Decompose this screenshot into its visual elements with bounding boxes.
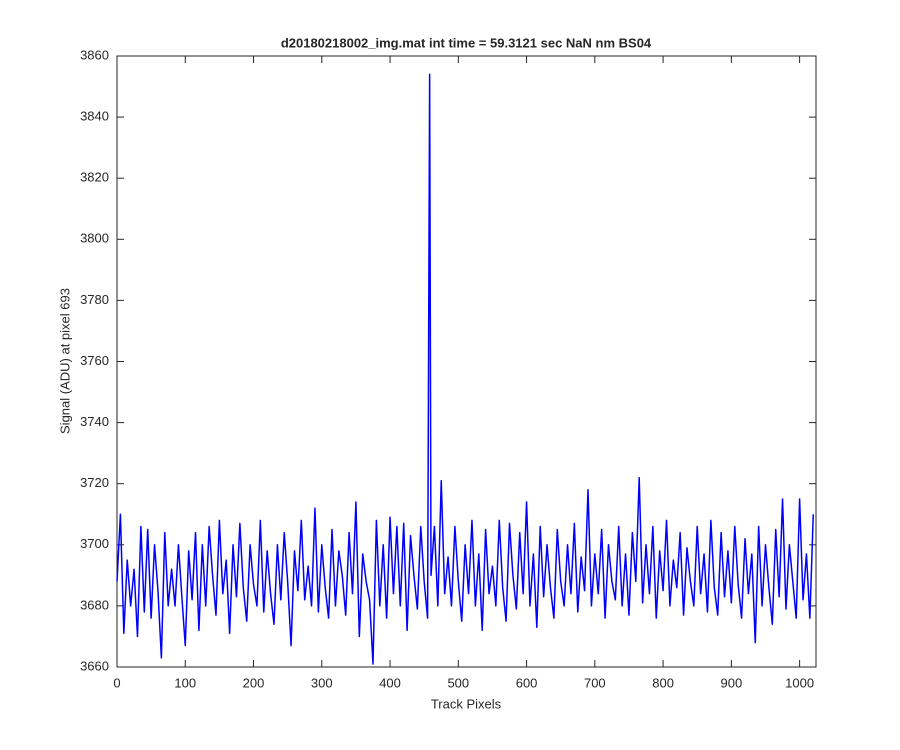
y-tick-label: 3860	[80, 47, 109, 62]
y-tick-label: 3680	[80, 597, 109, 612]
y-tick-label: 3800	[80, 231, 109, 246]
x-tick-label: 500	[447, 675, 469, 690]
x-tick-label: 1000	[785, 675, 814, 690]
y-tick-label: 3740	[80, 414, 109, 429]
x-tick-label: 400	[379, 675, 401, 690]
x-tick-label: 700	[584, 675, 606, 690]
x-tick-label: 900	[721, 675, 743, 690]
y-tick-label: 3720	[80, 475, 109, 490]
y-tick-label: 3660	[80, 658, 109, 673]
y-tick-label: 3700	[80, 536, 109, 551]
x-tick-label: 600	[516, 675, 538, 690]
x-tick-label: 100	[174, 675, 196, 690]
y-tick-label: 3840	[80, 109, 109, 124]
data-line	[116, 73, 815, 665]
x-tick-label: 200	[243, 675, 265, 690]
x-tick-label: 0	[113, 675, 120, 690]
y-tick-label: 3760	[80, 353, 109, 368]
x-axis-label: Track Pixels	[431, 696, 502, 711]
x-tick-label: 800	[652, 675, 674, 690]
y-tick-label: 3780	[80, 292, 109, 307]
x-tick-label: 300	[311, 675, 333, 690]
chart-title: d20180218002_img.mat int time = 59.3121 …	[281, 35, 652, 50]
y-axis-label: Signal (ADU) at pixel 693	[57, 288, 72, 434]
y-tick-label: 3820	[80, 170, 109, 185]
